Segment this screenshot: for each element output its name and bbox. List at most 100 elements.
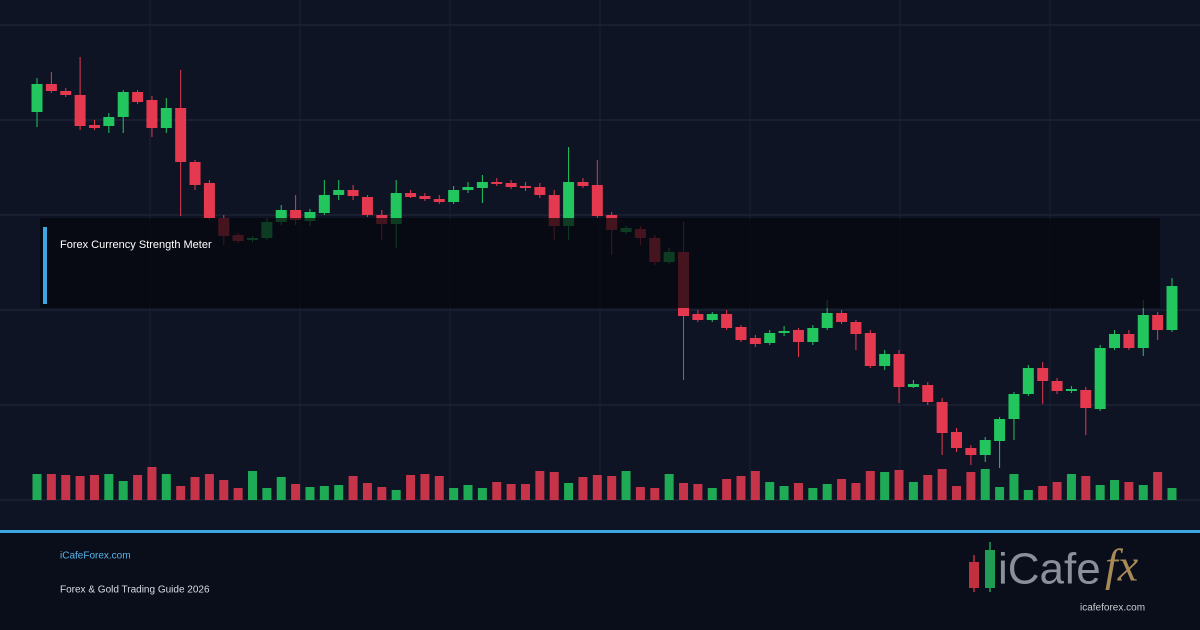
candle-body	[1123, 334, 1135, 348]
volume-bar	[693, 484, 703, 500]
volume-bar	[420, 474, 430, 500]
volume-bar	[1110, 480, 1120, 500]
subtitle: Forex & Gold Trading Guide 2026	[60, 585, 210, 596]
volume-bar	[736, 476, 746, 500]
candle-body	[160, 108, 172, 128]
volume-bar	[520, 484, 530, 500]
candle-body	[476, 182, 488, 188]
volume-bar	[233, 488, 243, 500]
candle-body	[936, 402, 948, 433]
volume-bar	[1081, 476, 1091, 500]
volume-bar	[635, 487, 645, 500]
candle-body	[203, 183, 215, 218]
candle-body	[1137, 315, 1149, 348]
volume-bar	[391, 490, 401, 500]
volume-bar	[951, 486, 961, 500]
volume-bar	[707, 488, 717, 500]
volume-bar	[61, 475, 71, 500]
candle-body	[1022, 368, 1034, 394]
candle-body	[950, 432, 962, 448]
volume-bar	[32, 474, 42, 500]
candle-body	[462, 187, 474, 190]
volume-bar	[118, 481, 128, 500]
logo-text: iCafe	[998, 545, 1101, 594]
candle-body	[1166, 286, 1178, 330]
volume-bar	[319, 486, 329, 500]
candle-body	[893, 354, 905, 387]
volume-bar	[980, 469, 990, 500]
candle-body	[60, 91, 72, 95]
volume-bar	[578, 477, 588, 500]
candle-body	[735, 327, 747, 340]
candle-body	[721, 314, 733, 328]
volume-bar	[851, 483, 861, 500]
candle-body	[31, 84, 43, 112]
volume-bar	[793, 483, 803, 500]
candle-body	[979, 440, 991, 455]
volume-bar	[607, 476, 617, 500]
logo-fx: fx	[1105, 540, 1139, 591]
candle-body	[1065, 389, 1077, 391]
logo-url: icafeforex.com	[1080, 603, 1145, 614]
candle-body	[1051, 381, 1063, 391]
candle-body	[1094, 348, 1106, 409]
volume-bar	[89, 475, 99, 500]
candle-body	[132, 92, 144, 102]
volume-bar	[808, 488, 818, 500]
volume-bar	[75, 476, 85, 500]
candle-body	[347, 190, 359, 196]
candle-body	[994, 419, 1006, 441]
candle-body	[836, 313, 848, 322]
footer	[0, 533, 1200, 630]
candle-body	[45, 84, 57, 91]
volume-bar	[549, 472, 559, 500]
candle-body	[117, 92, 129, 117]
volume-bar	[190, 477, 200, 500]
candle-body	[361, 197, 373, 215]
volume-bar	[750, 471, 760, 500]
volume-bar	[779, 486, 789, 500]
candle-body	[419, 196, 431, 199]
volume-bar	[147, 467, 157, 500]
candle-body	[505, 183, 517, 187]
candle-body	[304, 212, 316, 221]
candle-body	[778, 331, 790, 333]
volume-bar	[1038, 486, 1048, 500]
volume-bar	[1052, 482, 1062, 500]
candle-body	[146, 100, 158, 128]
candle-body	[821, 313, 833, 328]
volume-bar	[650, 488, 660, 500]
candle-body	[175, 108, 187, 162]
candle-body	[519, 186, 531, 188]
logo: iCafe fx icafeforex.com	[969, 540, 1145, 614]
volume-bar	[1124, 482, 1134, 500]
volume-bar	[1009, 474, 1019, 500]
candle-body	[749, 338, 761, 344]
volume-bar	[46, 474, 56, 500]
candle-body	[864, 333, 876, 366]
volume-bar	[535, 471, 545, 500]
volume-bar	[1066, 474, 1076, 500]
volume-bar	[765, 482, 775, 500]
candle-body	[879, 354, 891, 366]
candle-body	[491, 182, 503, 184]
volume-bar	[204, 474, 214, 500]
candle-body	[692, 314, 704, 320]
volume-bar	[1095, 485, 1105, 500]
candle-body	[577, 182, 589, 186]
volume-bar	[248, 471, 258, 500]
candle-body	[850, 322, 862, 334]
candle-body	[907, 384, 919, 387]
candle-body	[103, 117, 115, 126]
volume-bar	[477, 488, 487, 500]
volume-bar	[276, 477, 286, 500]
candle-body	[1080, 390, 1092, 408]
volume-bar	[348, 476, 358, 500]
volume-bar	[679, 483, 689, 500]
candle-body	[1037, 368, 1049, 381]
volume-bar	[966, 472, 976, 500]
volume-bar	[1138, 485, 1148, 500]
volume-bar	[865, 471, 875, 500]
volume-bar	[506, 484, 516, 500]
